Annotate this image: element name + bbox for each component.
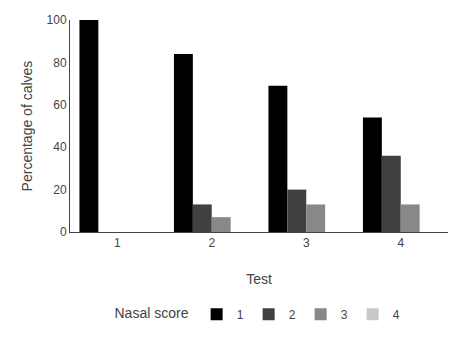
svg-text:2: 2 [208, 236, 215, 250]
svg-text:Percentage of calves: Percentage of calves [19, 61, 35, 192]
svg-text:20: 20 [53, 183, 67, 197]
svg-text:1: 1 [237, 308, 244, 322]
svg-text:80: 80 [53, 56, 67, 70]
svg-text:40: 40 [53, 140, 67, 154]
svg-text:3: 3 [303, 236, 310, 250]
svg-text:60: 60 [53, 98, 67, 112]
svg-text:2: 2 [289, 308, 296, 322]
svg-text:3: 3 [341, 308, 348, 322]
svg-text:Test: Test [246, 271, 272, 287]
svg-text:0: 0 [60, 225, 67, 239]
svg-text:4: 4 [393, 308, 400, 322]
svg-text:1: 1 [114, 236, 121, 250]
svg-text:4: 4 [397, 236, 404, 250]
svg-text:100: 100 [47, 13, 67, 27]
svg-text:Nasal score: Nasal score [115, 305, 189, 321]
